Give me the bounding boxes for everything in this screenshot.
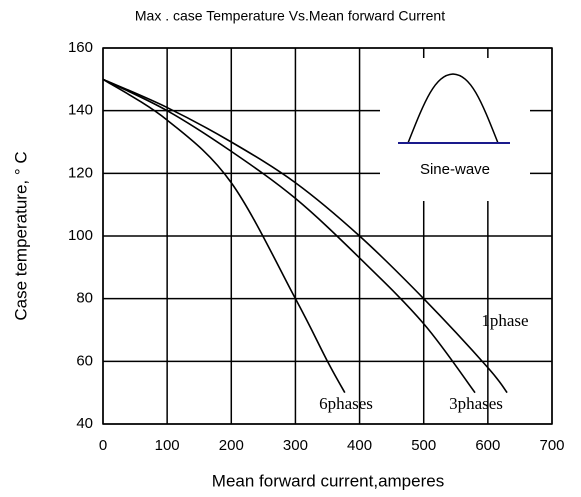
series-line xyxy=(102,78,346,394)
y-axis-label: Case temperature, ° C xyxy=(11,151,30,320)
y-tick-label: 140 xyxy=(68,102,93,119)
series-line xyxy=(102,78,476,394)
sine-wave-icon xyxy=(407,73,499,144)
chart-title: Max . case Temperature Vs.Mean forward C… xyxy=(135,8,445,24)
series-label: 1phase xyxy=(481,311,528,330)
x-tick-label: 400 xyxy=(347,437,372,454)
y-tick-label: 120 xyxy=(68,164,93,181)
x-tick-label: 500 xyxy=(411,437,436,454)
inset-background xyxy=(380,58,530,201)
series-label: 6phases xyxy=(319,394,373,413)
y-tick-label: 100 xyxy=(68,227,93,244)
y-tick-label: 160 xyxy=(68,39,93,56)
x-tick-label: 200 xyxy=(219,437,244,454)
y-tick-label: 40 xyxy=(76,415,93,432)
x-tick-label: 700 xyxy=(539,437,564,454)
x-tick-label: 0 xyxy=(99,437,107,454)
plot-frame xyxy=(102,47,553,425)
series-line xyxy=(102,78,508,394)
y-tick-label: 60 xyxy=(76,352,93,369)
annotation: Sine-wave xyxy=(420,161,490,178)
x-tick-label: 100 xyxy=(155,437,180,454)
x-tick-label: 300 xyxy=(283,437,308,454)
x-axis-label: Mean forward current,amperes xyxy=(212,471,444,490)
y-tick-label: 80 xyxy=(76,290,93,307)
series-label: 3phases xyxy=(449,394,503,413)
x-tick-label: 600 xyxy=(475,437,500,454)
